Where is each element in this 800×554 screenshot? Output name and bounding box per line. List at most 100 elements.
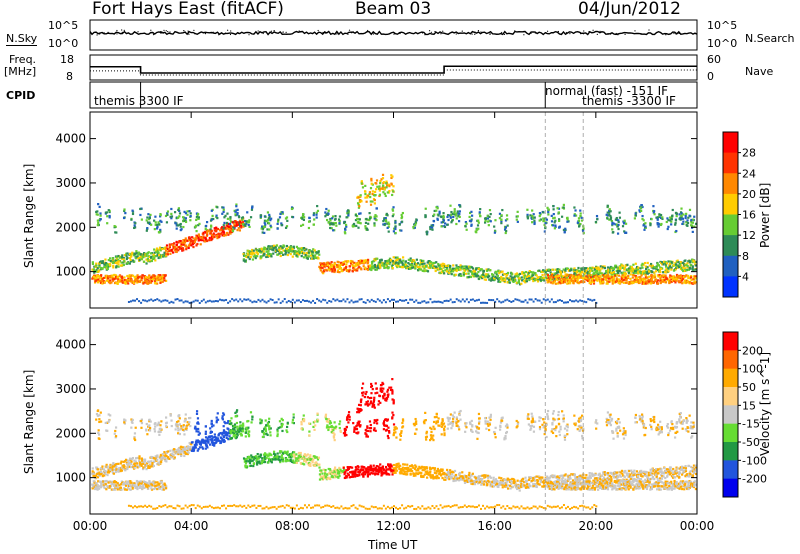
echo-cell bbox=[93, 271, 96, 274]
echo-cell bbox=[184, 239, 188, 243]
echo-cell bbox=[312, 213, 315, 217]
echo-cell bbox=[573, 270, 576, 274]
echo-cell bbox=[299, 251, 302, 255]
echo-cell bbox=[94, 487, 97, 491]
echo-cell bbox=[384, 219, 388, 222]
echo-cell bbox=[134, 464, 137, 468]
echo-cell bbox=[117, 258, 120, 262]
echo-cell bbox=[178, 432, 181, 436]
echo-cell bbox=[637, 281, 641, 285]
echo-cell bbox=[580, 269, 584, 272]
echo-cell bbox=[134, 299, 137, 302]
echo-cell bbox=[617, 227, 620, 231]
echo-cell bbox=[149, 213, 152, 217]
echo-cell bbox=[161, 458, 164, 461]
echo-cell bbox=[360, 259, 364, 262]
echo-cell bbox=[423, 300, 426, 303]
echo-cell bbox=[392, 230, 395, 233]
echo-cell bbox=[169, 413, 172, 416]
echo-cell bbox=[93, 265, 96, 268]
echo-cell bbox=[502, 300, 505, 303]
echo-cell bbox=[595, 268, 599, 271]
echo-cell bbox=[655, 266, 658, 269]
echo-cell bbox=[533, 216, 536, 219]
echo-cell bbox=[369, 264, 372, 267]
echo-cell bbox=[153, 460, 156, 463]
echo-cell bbox=[148, 299, 151, 302]
echo-cell bbox=[104, 472, 107, 475]
echo-cell bbox=[96, 484, 99, 487]
echo-cell bbox=[458, 210, 461, 213]
echo-cell bbox=[414, 224, 417, 227]
echo-cell bbox=[679, 274, 682, 277]
echo-cell bbox=[148, 279, 151, 282]
echo-cell bbox=[398, 257, 401, 261]
echo-cell bbox=[276, 249, 279, 252]
echo-cell bbox=[394, 261, 397, 264]
echo-cell bbox=[242, 259, 245, 262]
echo-cell bbox=[276, 222, 279, 225]
echo-cell bbox=[431, 228, 434, 231]
echo-cell bbox=[181, 425, 185, 428]
echo-cell bbox=[344, 228, 347, 231]
echo-cell bbox=[632, 263, 635, 266]
echo-cell bbox=[106, 222, 109, 225]
echo-cell bbox=[107, 258, 110, 262]
echo-cell bbox=[122, 460, 125, 463]
echo-cell bbox=[252, 249, 255, 252]
echo-cell bbox=[157, 421, 160, 424]
echo-cell bbox=[356, 221, 359, 224]
echo-cell bbox=[370, 266, 374, 270]
echo-cell bbox=[104, 261, 107, 265]
echo-cell bbox=[486, 301, 489, 304]
echo-cell bbox=[364, 301, 367, 304]
echo-cell bbox=[486, 217, 490, 220]
echo-cell bbox=[157, 256, 160, 260]
echo-cell bbox=[234, 209, 238, 212]
echo-cell bbox=[295, 254, 298, 257]
echo-cell bbox=[439, 215, 443, 218]
echo-cell bbox=[624, 272, 628, 275]
echo-cell bbox=[159, 424, 162, 427]
echo-cell bbox=[115, 266, 118, 269]
echo-cell bbox=[195, 212, 199, 215]
echo-cell bbox=[482, 301, 485, 304]
echo-cell bbox=[206, 232, 209, 235]
echo-cell bbox=[401, 266, 405, 269]
echo-cell bbox=[356, 269, 359, 272]
echo-cell bbox=[251, 250, 254, 253]
echo-cell bbox=[577, 219, 581, 222]
echo-cell bbox=[593, 267, 596, 270]
echo-cell bbox=[459, 268, 462, 271]
echo-cell bbox=[518, 277, 521, 280]
noise-dot bbox=[514, 30, 516, 32]
echo-cell bbox=[371, 262, 374, 265]
echo-cell bbox=[220, 227, 223, 230]
echo-cell bbox=[275, 248, 278, 251]
echo-cell bbox=[395, 300, 398, 303]
echo-cell bbox=[356, 262, 359, 265]
echo-cell bbox=[535, 274, 538, 277]
echo-cell bbox=[627, 282, 631, 285]
echo-cell bbox=[392, 206, 395, 209]
noise-dot bbox=[193, 29, 195, 31]
echo-cell bbox=[354, 262, 357, 265]
echo-cell bbox=[278, 248, 281, 251]
echo-cell bbox=[209, 438, 212, 441]
echo-cell bbox=[133, 224, 136, 227]
echo-cell bbox=[595, 266, 598, 269]
echo-cell bbox=[329, 269, 332, 272]
echo-cell bbox=[443, 263, 446, 266]
echo-cell bbox=[133, 435, 136, 439]
echo-cell bbox=[124, 488, 127, 491]
echo-cell bbox=[133, 466, 136, 469]
echo-cell bbox=[378, 185, 381, 188]
echo-cell bbox=[248, 250, 251, 253]
echo-cell bbox=[299, 250, 302, 253]
echo-cell bbox=[127, 465, 130, 468]
echo-cell bbox=[686, 262, 689, 265]
echo-cell bbox=[92, 474, 96, 477]
echo-cell bbox=[292, 247, 295, 250]
echo-cell bbox=[358, 298, 361, 301]
echo-cell bbox=[362, 301, 365, 304]
